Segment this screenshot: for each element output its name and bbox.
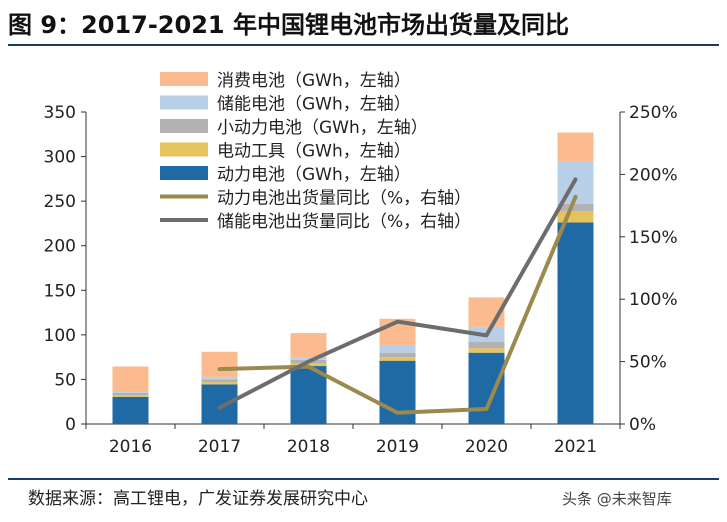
chart-title: 图 9：2017-2021 年中国锂电池市场出货量及同比: [8, 11, 569, 39]
legend-label: 动力电池出货量同比（%，右轴）: [217, 189, 471, 209]
bar-segment: [379, 345, 416, 353]
bar-segment: [201, 384, 238, 424]
left-tick-label: 200: [44, 237, 76, 257]
bar-segment: [557, 222, 594, 424]
bar-segment: [112, 395, 149, 397]
bar-segment: [112, 391, 149, 393]
title-divider: [8, 44, 719, 46]
bar-segment: [468, 341, 505, 349]
bar-segment: [201, 382, 238, 385]
footer-divider: [8, 478, 719, 480]
legend-label: 储能电池出货量同比（%，右轴）: [217, 212, 471, 232]
left-tick-label: 50: [54, 370, 76, 390]
legend-label: 小动力电池（GWh，左轴）: [217, 118, 428, 138]
x-tick-label: 2021: [554, 437, 597, 457]
x-tick-label: 2018: [287, 437, 330, 457]
bar-segment: [290, 357, 327, 360]
legend-swatch: [160, 72, 208, 86]
bar-segment: [379, 357, 416, 361]
left-tick-label: 150: [44, 281, 76, 301]
source-note: 数据来源：高工锂电，广发证券发展研究中心: [28, 489, 368, 509]
right-tick-label: 250%: [629, 103, 678, 123]
right-tick-label: 50%: [629, 353, 667, 373]
left-tick-label: 0: [65, 415, 76, 435]
bar-segment: [468, 348, 505, 353]
bar-segment: [468, 352, 505, 424]
bar-segment: [379, 352, 416, 358]
left-tick-label: 100: [44, 326, 76, 346]
left-tick-label: 350: [44, 103, 76, 123]
bar-segment: [290, 366, 327, 424]
left-tick-label: 300: [44, 148, 76, 168]
x-tick-label: 2019: [376, 437, 419, 457]
x-tick-label: 2017: [198, 437, 241, 457]
bar-segment: [557, 132, 594, 162]
legend-swatch: [160, 119, 208, 133]
legend-swatch: [160, 95, 208, 110]
watermark: 头条 @未来智库: [562, 490, 672, 508]
bar-segment: [557, 210, 594, 223]
legend-swatch: [160, 142, 208, 157]
right-tick-label: 150%: [629, 228, 678, 248]
bar-segment: [112, 392, 149, 396]
right-tick-label: 0%: [629, 415, 656, 435]
series-line: [217, 177, 578, 410]
bar-segment: [201, 351, 238, 378]
x-tick-label: 2016: [109, 437, 152, 457]
legend-label: 储能电池（GWh，左轴）: [217, 95, 411, 115]
right-tick-label: 100%: [629, 290, 678, 310]
bar-segment: [290, 333, 327, 358]
legend-label: 动力电池（GWh，左轴）: [217, 165, 411, 185]
bar-segment: [557, 203, 594, 211]
bar-segment: [201, 377, 238, 380]
bar-segment: [112, 396, 149, 424]
legend-label: 消费电池（GWh，左轴）: [217, 71, 411, 91]
right-tick-label: 200%: [629, 165, 678, 185]
bar-segment: [201, 379, 238, 383]
series-line: [217, 194, 578, 415]
left-tick-label: 250: [44, 192, 76, 212]
legend-label: 电动工具（GWh，左轴）: [217, 142, 411, 162]
bar-segment: [112, 366, 149, 392]
x-tick-label: 2020: [465, 437, 508, 457]
legend-swatch: [160, 166, 208, 180]
